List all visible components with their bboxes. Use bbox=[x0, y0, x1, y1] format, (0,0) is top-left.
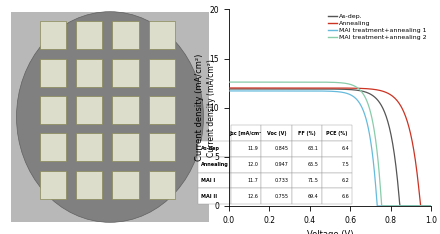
Bar bbox=[76, 133, 102, 161]
Bar bbox=[40, 96, 66, 124]
Bar bbox=[112, 58, 139, 87]
Text: Current density (mA/cm²): Current density (mA/cm²) bbox=[207, 59, 216, 157]
Bar bbox=[149, 96, 175, 124]
Y-axis label: Current density (mA/cm²): Current density (mA/cm²) bbox=[195, 54, 204, 161]
Bar bbox=[76, 96, 102, 124]
Bar bbox=[40, 171, 66, 199]
Bar bbox=[112, 96, 139, 124]
Bar bbox=[149, 133, 175, 161]
Bar bbox=[40, 133, 66, 161]
Legend: As-dep., Annealing, MAI treatment+annealing 1, MAI treatment+annealing 2: As-dep., Annealing, MAI treatment+anneal… bbox=[326, 12, 428, 41]
Ellipse shape bbox=[17, 12, 203, 222]
Bar bbox=[76, 58, 102, 87]
Bar bbox=[149, 58, 175, 87]
Bar bbox=[40, 21, 66, 49]
Bar bbox=[149, 21, 175, 49]
Bar bbox=[40, 58, 66, 87]
Bar bbox=[112, 21, 139, 49]
Bar bbox=[112, 133, 139, 161]
X-axis label: Voltage (V): Voltage (V) bbox=[307, 230, 353, 234]
Bar bbox=[112, 171, 139, 199]
Bar bbox=[76, 171, 102, 199]
Bar bbox=[76, 21, 102, 49]
Bar bbox=[149, 171, 175, 199]
